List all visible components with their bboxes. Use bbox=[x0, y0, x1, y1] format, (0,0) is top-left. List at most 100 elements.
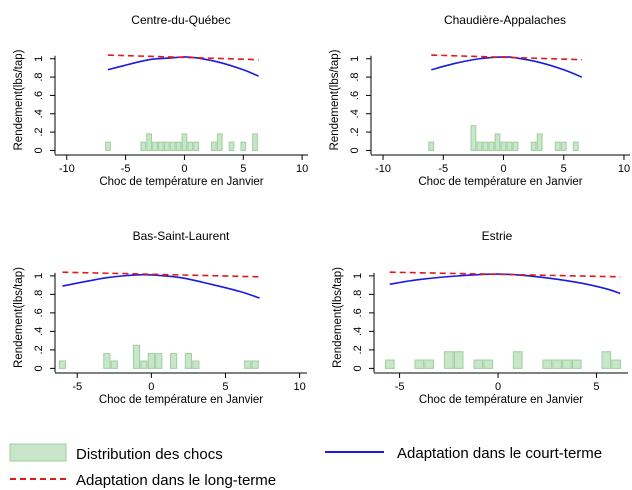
shock-bar bbox=[571, 359, 582, 369]
x-tick-label: -5 bbox=[395, 381, 405, 393]
long-term-line bbox=[431, 54, 582, 61]
x-tick-label: 5 bbox=[222, 381, 228, 393]
y-tick-label: 0 bbox=[33, 365, 45, 371]
shock-bar bbox=[58, 360, 67, 369]
shock-bar bbox=[184, 353, 193, 369]
y-tick-label: 0 bbox=[352, 365, 364, 371]
y-tick-label: .6 bbox=[33, 308, 45, 317]
x-tick-label: 10 bbox=[296, 163, 308, 175]
chart-panel-4: Estrie 0 .2 .4 .6 .8 1 Rendement(lbs/tap) -5 0 5 Ch… bbox=[332, 229, 628, 406]
y-tick-label: .6 bbox=[352, 308, 364, 317]
y-tick-label: .8 bbox=[349, 72, 361, 81]
shock-bar bbox=[562, 359, 572, 369]
panel-title: Chaudière-Appalaches bbox=[444, 13, 566, 27]
legend-label-long-term: Adaptation dans le long-terme bbox=[76, 472, 276, 489]
shock-bar bbox=[424, 359, 434, 369]
shock-bar bbox=[572, 141, 579, 151]
shock-bar bbox=[453, 351, 464, 369]
x-tick-label: -10 bbox=[59, 163, 75, 175]
shock-bar bbox=[482, 141, 489, 151]
shock-bar bbox=[611, 359, 622, 369]
legend-swatch-shocks bbox=[9, 443, 67, 462]
long-term-line bbox=[389, 271, 621, 278]
shock-bar bbox=[216, 133, 223, 151]
shock-bar bbox=[103, 353, 111, 369]
shock-bar bbox=[476, 141, 483, 151]
short-term-line bbox=[389, 273, 621, 295]
shock-bar bbox=[158, 141, 164, 151]
shock-bar bbox=[483, 359, 494, 369]
x-tick-label: -5 bbox=[121, 163, 131, 175]
shock-bar bbox=[542, 359, 553, 369]
legend-label-short-term: Adaptation dans le court-terme bbox=[397, 445, 602, 462]
shock-bar bbox=[494, 133, 501, 151]
shock-bar bbox=[384, 359, 395, 369]
shock-bar bbox=[146, 133, 152, 151]
y-tick-label: 1 bbox=[33, 56, 45, 62]
y-axis-label: Rendement(lbs/tap) bbox=[13, 267, 25, 368]
x-tick-label: -5 bbox=[438, 163, 448, 175]
y-axis-label: Rendement(lbs/tap) bbox=[13, 49, 25, 150]
shock-bar bbox=[554, 141, 561, 151]
shock-bar bbox=[506, 141, 513, 151]
shock-bar bbox=[132, 344, 141, 369]
shock-bar bbox=[252, 133, 258, 151]
y-tick-label: .8 bbox=[33, 290, 45, 299]
x-tick-label: 0 bbox=[495, 381, 501, 393]
y-tick-label: .2 bbox=[349, 127, 361, 136]
shock-bar bbox=[512, 351, 523, 369]
shock-bar bbox=[192, 360, 200, 369]
y-tick-label: .8 bbox=[352, 290, 364, 299]
shock-bar bbox=[552, 359, 562, 369]
y-tick-label: 0 bbox=[349, 147, 361, 153]
x-tick-label: 0 bbox=[181, 163, 187, 175]
chart-panels: Centre-du-Québec 0 .2 .4 .6 .8 1 Rendement(lbs/… bbox=[13, 13, 630, 406]
shock-bar bbox=[443, 351, 454, 369]
shock-bar bbox=[169, 141, 176, 151]
x-tick-label: 5 bbox=[593, 381, 599, 393]
shock-bar bbox=[193, 141, 200, 151]
chart-legend: Distribution des chocs Adaptation dans l… bbox=[9, 443, 602, 489]
y-tick-label: .4 bbox=[33, 327, 45, 336]
panel-title: Bas-Saint-Laurent bbox=[133, 229, 230, 243]
shock-bar bbox=[536, 133, 543, 151]
shock-bar bbox=[428, 141, 435, 151]
y-tick-label: 1 bbox=[352, 273, 364, 279]
shock-bar bbox=[228, 141, 235, 151]
chart-panel-2: Chaudière-Appalaches 0 .2 .4 .6 .8 1 Rendement(… bbox=[329, 13, 630, 188]
shock-bar bbox=[473, 359, 484, 369]
panel-title: Estrie bbox=[482, 229, 513, 243]
shock-bar bbox=[147, 353, 155, 369]
x-axis-label: Choc de température en Janvier bbox=[99, 176, 263, 188]
shock-bar bbox=[169, 353, 178, 369]
long-term-line bbox=[62, 271, 260, 278]
x-tick-label: 10 bbox=[618, 163, 630, 175]
shock-bar bbox=[414, 359, 425, 369]
shock-bar bbox=[470, 125, 477, 151]
panel-title: Centre-du-Québec bbox=[131, 13, 230, 27]
shock-bar bbox=[530, 141, 537, 151]
shock-bar bbox=[163, 141, 170, 151]
x-tick-label: 0 bbox=[500, 163, 506, 175]
shock-bar bbox=[251, 360, 259, 369]
shock-bar bbox=[181, 133, 188, 151]
legend-label-shocks: Distribution des chocs bbox=[76, 446, 223, 463]
short-term-line bbox=[62, 273, 260, 299]
y-axis-label: Rendement(lbs/tap) bbox=[329, 49, 341, 150]
short-term-line bbox=[107, 56, 259, 77]
x-tick-label: 10 bbox=[293, 381, 305, 393]
x-axis-label: Choc de température en Janvier bbox=[419, 394, 583, 406]
x-tick-label: 0 bbox=[148, 381, 154, 393]
long-term-line bbox=[107, 54, 259, 61]
x-axis-label: Choc de température en Janvier bbox=[418, 176, 582, 188]
y-tick-label: .6 bbox=[349, 91, 361, 100]
shock-bar bbox=[140, 141, 147, 151]
short-term-line bbox=[431, 56, 583, 78]
x-tick-label: -5 bbox=[72, 381, 82, 393]
shock-bar bbox=[140, 360, 148, 369]
y-tick-label: .2 bbox=[33, 345, 45, 354]
y-tick-label: 0 bbox=[33, 147, 45, 153]
shock-bar bbox=[244, 360, 252, 369]
y-tick-label: .6 bbox=[33, 91, 45, 100]
